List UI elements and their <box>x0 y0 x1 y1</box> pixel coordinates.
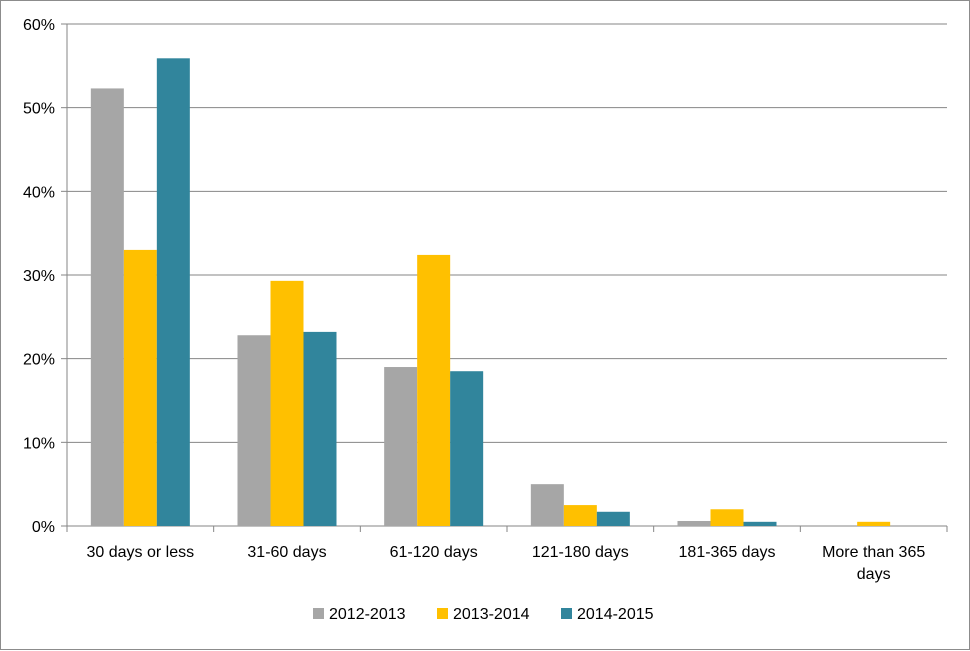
bar-2013-2014-4 <box>710 509 744 526</box>
x-tick-labels: 30 days or less 31-60 days 61-120 days 121-… <box>87 544 926 583</box>
legend-label: 2012-2013 <box>329 606 406 623</box>
bar-2012-2013-0 <box>90 88 124 526</box>
legend-swatch-2012-2013 <box>313 608 324 619</box>
bar-2014-2015-2 <box>450 371 484 526</box>
x-tick-label: days <box>857 566 891 583</box>
legend-swatch-2014-2015 <box>561 608 572 619</box>
bar-2013-2014-5 <box>857 521 891 526</box>
bar-2013-2014-3 <box>563 505 597 526</box>
y-tick-label: 10% <box>23 435 55 452</box>
y-tick-label: 40% <box>23 184 55 201</box>
legend: 2012-2013 2013-2014 2014-2015 <box>313 606 654 623</box>
bar-2012-2013-1 <box>237 335 271 526</box>
bar-2012-2013-3 <box>530 484 564 526</box>
bar-2014-2015-1 <box>303 331 337 526</box>
x-tick-label: 31-60 days <box>247 544 326 561</box>
x-tick-label: More than 365 <box>822 544 925 561</box>
y-tick-labels: 0% 10% 20% 30% 40% 50% 60% <box>23 17 55 536</box>
bar-2013-2014-0 <box>123 249 157 526</box>
bar-2014-2015-3 <box>596 511 630 526</box>
axes <box>61 23 948 532</box>
y-tick-label: 0% <box>32 519 55 536</box>
x-tick-label: 181-365 days <box>679 544 776 561</box>
bar-2013-2014-2 <box>417 254 451 527</box>
y-tick-label: 30% <box>23 268 55 285</box>
legend-label: 2013-2014 <box>453 606 530 623</box>
bar-2014-2015-0 <box>156 58 190 526</box>
bar-2013-2014-1 <box>270 280 304 526</box>
x-tick-label: 30 days or less <box>87 544 195 561</box>
y-tick-label: 20% <box>23 352 55 369</box>
y-tick-label: 50% <box>23 101 55 118</box>
gridlines <box>67 23 947 443</box>
y-tick-label: 60% <box>23 17 55 34</box>
bar-2012-2013-2 <box>384 367 418 526</box>
x-tick-label: 121-180 days <box>532 544 629 561</box>
legend-swatch-2013-2014 <box>437 608 448 619</box>
bars <box>90 58 891 527</box>
legend-label: 2014-2015 <box>577 606 654 623</box>
bar-2014-2015-4 <box>743 521 777 526</box>
x-tick-label: 61-120 days <box>390 544 478 561</box>
bar-2012-2013-4 <box>677 520 711 526</box>
